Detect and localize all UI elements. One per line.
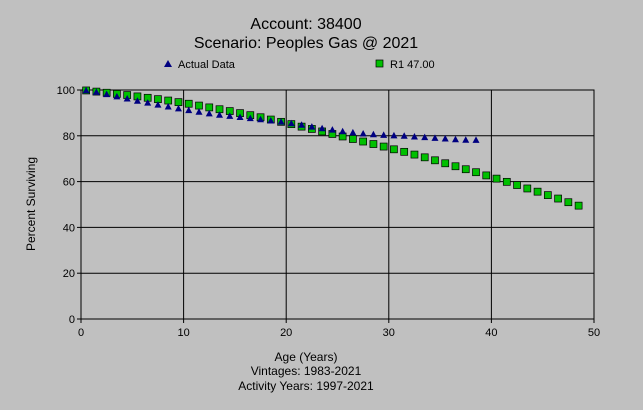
r1-47-point <box>379 142 388 151</box>
r1-47-point <box>369 140 378 148</box>
actual-data-point <box>226 112 234 119</box>
r1-47-point <box>482 171 491 180</box>
actual-data-point <box>257 115 265 123</box>
r1-47-point <box>410 150 419 159</box>
actual-data-point <box>298 121 306 128</box>
actual-data-point <box>113 92 121 100</box>
legend-label-actual: Actual Data <box>178 59 236 71</box>
actual-data-point <box>164 102 172 110</box>
x-tick-label: 40 <box>485 327 497 339</box>
r1-47-point <box>451 162 460 171</box>
x-tick-label: 50 <box>588 327 600 339</box>
actual-data-point <box>246 114 254 122</box>
r1-47-point <box>359 137 367 146</box>
x-tick-label: 20 <box>280 327 292 339</box>
r1-47-point <box>184 99 193 108</box>
actual-data-point <box>349 128 357 136</box>
data-points <box>82 86 583 210</box>
legend: Actual Data R1 47.00 <box>164 59 435 71</box>
chart-subtitle: Scenario: Peoples Gas @ 2021 <box>194 35 418 52</box>
actual-data-point <box>123 94 131 102</box>
actual-data-point <box>339 127 347 135</box>
chart-title: Account: 38400 <box>250 16 361 33</box>
r1-47-point <box>502 177 511 186</box>
actual-data-point <box>328 126 336 133</box>
x-axis: 0 10 20 30 40 50 <box>78 319 600 339</box>
actual-data-point <box>369 130 377 138</box>
legend-marker-actual <box>164 60 172 67</box>
actual-data-point <box>154 101 162 108</box>
y-tick-label: 0 <box>69 314 75 326</box>
r1-47-point <box>533 187 542 196</box>
y-tick-label: 80 <box>63 131 75 143</box>
r1-47-point <box>420 153 429 162</box>
actual-data-point <box>431 134 439 141</box>
actual-data-point <box>359 130 367 137</box>
x-tick-label: 30 <box>383 327 395 339</box>
footer-activity-years: Activity Years: 1997-2021 <box>238 379 374 393</box>
r1-47-point <box>574 201 583 210</box>
x-axis-label: Age (Years) <box>275 350 338 364</box>
r1-47-point <box>543 191 552 199</box>
r1-47-point <box>472 168 480 177</box>
r1-47-point <box>554 194 562 203</box>
actual-data-point <box>410 132 418 140</box>
r1-47-point <box>492 174 501 183</box>
footer-vintages: Vintages: 1983-2021 <box>251 364 362 378</box>
y-tick-label: 100 <box>57 85 75 97</box>
r1-47-point <box>461 165 470 174</box>
legend-marker-r1 <box>375 59 384 68</box>
r1-47-point <box>564 198 573 207</box>
actual-data-point <box>441 135 449 142</box>
actual-data-point <box>318 124 326 132</box>
r1-47-point <box>523 184 532 193</box>
actual-data-point <box>236 113 244 121</box>
x-tick-label: 10 <box>177 327 189 339</box>
r1-47-point <box>205 103 214 112</box>
actual-data-point <box>267 116 275 124</box>
actual-data-point <box>287 119 295 127</box>
r1-47-point <box>390 145 398 154</box>
actual-data-point <box>195 108 203 115</box>
actual-data-point <box>92 88 100 95</box>
r1-47-point <box>164 96 173 105</box>
actual-data-point <box>174 104 182 112</box>
r1-47-point <box>349 135 357 143</box>
y-axis-label: Percent Surviving <box>24 157 38 251</box>
plot-area <box>80 89 595 320</box>
actual-data-point <box>390 131 398 139</box>
actual-data-point <box>205 109 213 117</box>
y-tick-label: 60 <box>63 177 75 189</box>
y-tick-label: 40 <box>63 222 75 234</box>
y-axis: 0 20 40 60 80 100 <box>57 85 81 326</box>
actual-data-point <box>103 90 111 98</box>
x-tick-label: 0 <box>78 327 84 339</box>
actual-data-point <box>472 136 480 143</box>
actual-data-point <box>462 136 470 143</box>
r1-47-point <box>513 181 521 189</box>
actual-data-point <box>400 132 408 139</box>
r1-47-point <box>400 147 409 156</box>
actual-data-point <box>308 123 316 130</box>
actual-data-point <box>277 118 285 125</box>
y-tick-label: 20 <box>63 268 75 280</box>
actual-data-point <box>216 111 224 118</box>
actual-data-point <box>185 106 193 114</box>
actual-data-point <box>451 135 459 143</box>
grid <box>80 89 595 320</box>
r1-47-point <box>431 156 439 165</box>
actual-data-point <box>144 99 152 106</box>
legend-label-r1: R1 47.00 <box>390 59 435 71</box>
actual-data-point <box>380 131 388 138</box>
r1-47-point <box>174 98 183 106</box>
r1-47-point <box>441 159 450 168</box>
actual-data-point <box>82 86 90 94</box>
r1-47-point <box>195 101 203 110</box>
actual-data-point <box>133 97 141 104</box>
actual-data-point <box>421 133 429 141</box>
